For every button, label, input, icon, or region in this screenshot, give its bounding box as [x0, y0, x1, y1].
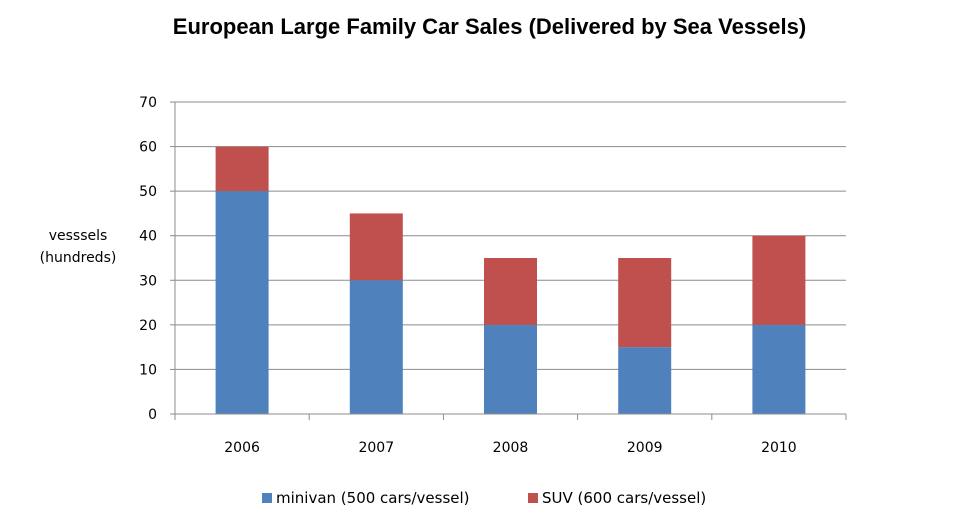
axes — [174, 102, 847, 420]
legend-label: SUV (600 cars/vessel) — [542, 489, 706, 507]
bar-minivan-2007 — [349, 280, 403, 414]
y-tick-label: 10 — [139, 362, 157, 378]
bar-suv-2006 — [215, 146, 269, 192]
bar-suv-2008 — [484, 258, 537, 325]
y-tick-labels: 0 10 20 30 40 50 60 70 — [139, 95, 157, 423]
bar-suv-2007 — [349, 213, 403, 281]
x-tick-label: 2008 — [493, 440, 529, 456]
y-tick-label: 50 — [139, 184, 157, 200]
chart-title: European Large Family Car Sales (Deliver… — [172, 14, 807, 39]
bar-suv-2009 — [618, 258, 672, 348]
y-axis-label-line-2: (hundreds) — [40, 250, 117, 266]
bar-minivan-2006 — [215, 191, 269, 414]
x-tick-label: 2006 — [224, 440, 260, 456]
y-tick-label: 40 — [139, 229, 157, 245]
x-tick-label: 2009 — [627, 440, 663, 456]
legend-label: minivan (500 cars/vessel) — [276, 489, 470, 507]
y-tick-label: 30 — [139, 273, 157, 289]
bars — [215, 146, 806, 414]
bar-minivan-2009 — [618, 347, 672, 414]
bar-suv-2010 — [752, 235, 806, 325]
y-tick-label: 20 — [139, 318, 157, 334]
y-tick-label: 0 — [148, 407, 157, 423]
legend: minivan (500 cars/vessel) SUV (600 cars/v… — [262, 489, 706, 507]
x-tick-label: 2010 — [761, 440, 797, 456]
y-tick-label: 70 — [139, 95, 157, 111]
legend-swatch — [528, 493, 538, 503]
y-axis-label-line-1: vesssels — [49, 228, 108, 244]
x-tick-labels: 2006 2007 2008 2009 2010 — [224, 440, 796, 456]
bar-minivan-2010 — [752, 324, 806, 414]
x-tick-label: 2007 — [358, 440, 394, 456]
legend-swatch — [262, 493, 272, 503]
y-tick-label: 60 — [139, 140, 157, 156]
bar-minivan-2008 — [484, 324, 537, 414]
